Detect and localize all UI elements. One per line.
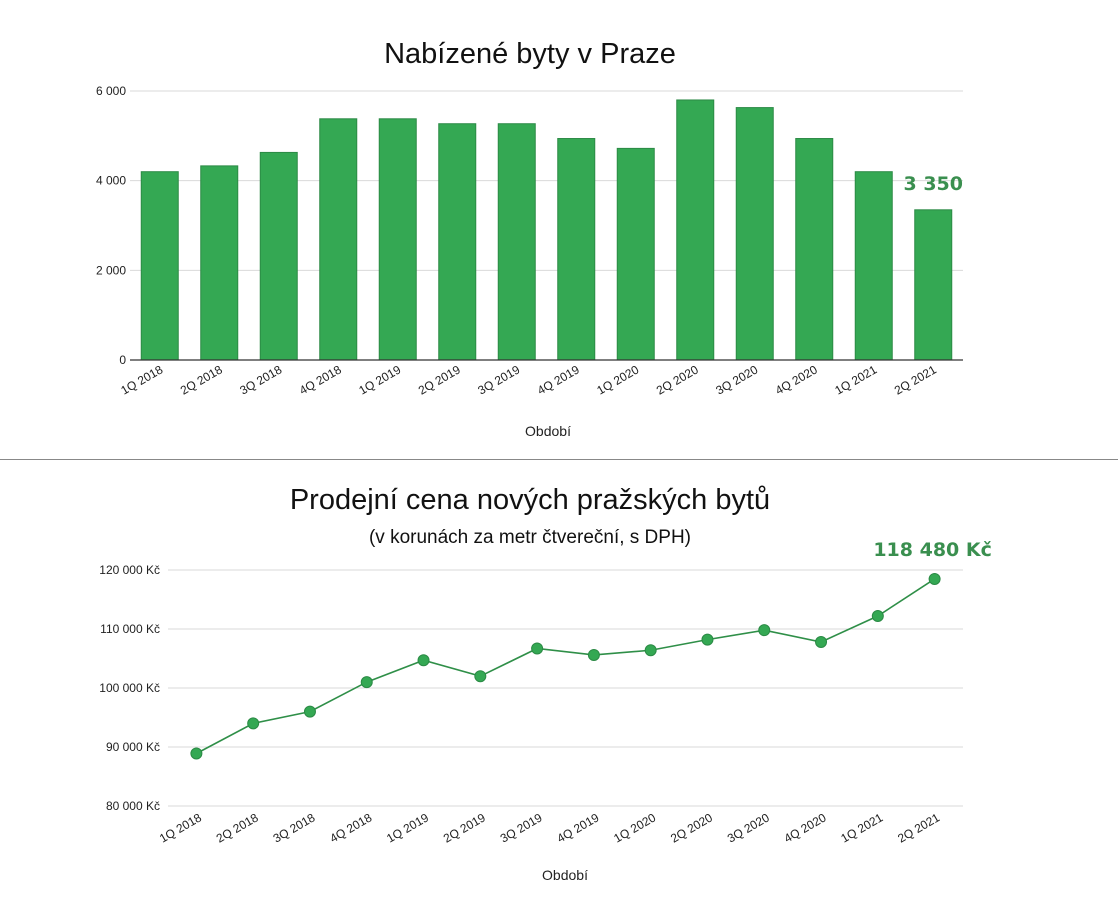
x-tick-label: 2Q 2019 [441,810,488,845]
x-tick-label: 4Q 2020 [782,810,829,845]
x-tick-label: 3Q 2019 [498,810,545,845]
data-point [474,670,487,683]
chart-divider [0,459,1118,460]
x-tick-label: 1Q 2020 [594,362,641,397]
bar [497,123,536,361]
bar [616,147,655,361]
x-axis-label: Období [525,423,571,439]
x-tick-label: 1Q 2019 [356,362,403,397]
x-tick-label: 2Q 2021 [895,810,942,845]
y-tick-label: 4 000 [96,174,126,188]
x-tick-label: 2Q 2021 [892,362,939,397]
x-tick-label: 3Q 2020 [713,362,760,397]
y-tick-label: 110 000 Kč [100,622,160,636]
x-tick-label: 1Q 2020 [611,810,658,845]
bar [200,165,239,361]
x-tick-label: 3Q 2018 [237,362,284,397]
x-tick-label: 4Q 2020 [773,362,820,397]
x-axis-label: Období [542,867,588,883]
y-tick-label: 6 000 [96,84,126,98]
x-tick-label: 4Q 2018 [297,362,344,397]
chart-title: Nabízené byty v Praze [384,38,676,70]
bar [438,123,477,361]
data-point [360,676,373,689]
x-tick-label: 2Q 2020 [668,810,715,845]
x-tick-label: 2Q 2019 [416,362,463,397]
x-tick-label: 1Q 2021 [838,810,885,845]
x-tick-label: 1Q 2018 [157,810,204,845]
data-point [190,747,203,760]
x-tick-label: 4Q 2019 [555,810,602,845]
y-tick-label: 2 000 [96,263,126,277]
chart-title: Prodejní cena nových pražských bytů [290,484,770,516]
x-tick-label: 3Q 2020 [725,810,772,845]
bar [795,138,834,361]
x-tick-label: 1Q 2018 [118,362,165,397]
data-point [587,648,600,661]
price-series-line [196,578,936,755]
data-point [701,633,714,646]
bar [259,151,298,361]
bar-annotation-label: 3 350 [904,173,964,195]
bar [319,118,358,361]
line-annotation-label: 118 480 Kč [873,539,992,561]
data-point [247,717,260,730]
x-tick-label: 4Q 2019 [535,362,582,397]
x-tick-label: 2Q 2018 [178,362,225,397]
data-point [644,644,657,657]
data-point [928,572,941,585]
data-point [871,610,884,623]
data-point [417,654,430,667]
x-tick-label: 1Q 2019 [384,810,431,845]
bar [854,171,893,361]
data-point [758,624,771,637]
y-tick-label: 120 000 Kč [99,563,160,577]
data-point [303,705,316,718]
x-tick-label: 3Q 2019 [475,362,522,397]
x-tick-label: 4Q 2018 [327,810,374,845]
bar [914,209,953,361]
bar-chart-offered-flats: Nabízené byty v Praze 0 2 000 4 000 6 000 1… [96,38,964,439]
x-tick-label: 2Q 2018 [214,810,261,845]
y-tick-label: 80 000 Kč [106,799,160,813]
line-chart-price: Prodejní cena nových pražských bytů (v k… [99,484,992,883]
bar [676,99,715,361]
y-tick-label: 100 000 Kč [99,681,160,695]
x-tick-label: 2Q 2020 [654,362,701,397]
y-tick-label: 0 [119,353,126,367]
y-tick-label: 90 000 Kč [106,740,160,754]
bar [378,118,417,361]
x-tick-label: 3Q 2018 [271,810,318,845]
chart-subtitle: (v korunách za metr čtvereční, s DPH) [369,527,691,548]
data-point [531,642,544,655]
x-tick-label: 1Q 2021 [832,362,879,397]
bar [735,107,774,361]
bar [140,171,179,361]
data-point [815,635,828,648]
bar [557,138,596,361]
